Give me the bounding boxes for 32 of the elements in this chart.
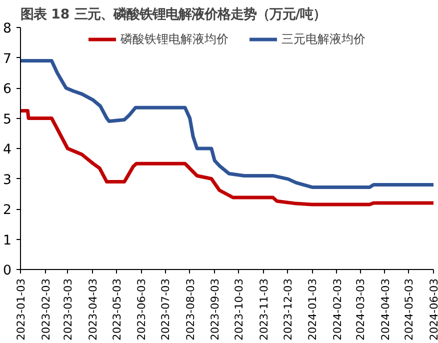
x-tick-label: 2023-05-03 xyxy=(110,278,124,340)
x-tick-label: 2023-06-03 xyxy=(135,278,148,340)
y-tick-label: 0 xyxy=(3,264,12,278)
y-tick-label: 2 xyxy=(3,203,12,218)
x-tick-label: 2023-10-03 xyxy=(232,278,246,340)
x-tick-label: 2023-09-03 xyxy=(208,278,222,340)
x-tick-label: 2023-02-03 xyxy=(39,278,52,340)
y-tick-label: 5 xyxy=(3,112,12,128)
x-tick-label: 2023-07-03 xyxy=(159,278,172,340)
x-tick-label: 2023-01-03 xyxy=(14,278,28,340)
x-tick-label: 2023-12-03 xyxy=(281,278,294,340)
x-tick-label: 2024-04-03 xyxy=(378,278,392,340)
x-tick-label: 2024-01-03 xyxy=(306,278,320,340)
chart-title: 图表 18 三元、磷酸铁锂电解液价格走势（万元/吨） xyxy=(20,6,326,22)
y-tick-label: 3 xyxy=(3,172,12,188)
x-tick-label: 2023-08-03 xyxy=(184,278,197,340)
x-tick-label: 2024-06-03 xyxy=(428,278,438,340)
x-tick-label: 2023-11-03 xyxy=(257,278,270,340)
y-tick-label: 4 xyxy=(3,142,12,158)
y-tick-label: 8 xyxy=(3,22,12,36)
y-tick-label: 6 xyxy=(3,82,12,97)
x-tick-label: 2024-03-03 xyxy=(354,278,368,340)
x-tick-label: 2024-02-03 xyxy=(330,278,344,340)
x-tick-label: 2023-04-03 xyxy=(86,278,100,340)
x-tick-label: 2023-03-03 xyxy=(62,278,75,340)
legend-label: 磷酸铁锂电解液均价 xyxy=(120,30,228,48)
line-series xyxy=(20,59,434,189)
x-tick-label: 2024-05-03 xyxy=(402,278,416,340)
legend-label: 三元电解液均价 xyxy=(282,30,366,48)
y-tick-label: 1 xyxy=(3,233,12,248)
line-series xyxy=(20,108,434,206)
y-tick-label: 7 xyxy=(3,52,12,67)
